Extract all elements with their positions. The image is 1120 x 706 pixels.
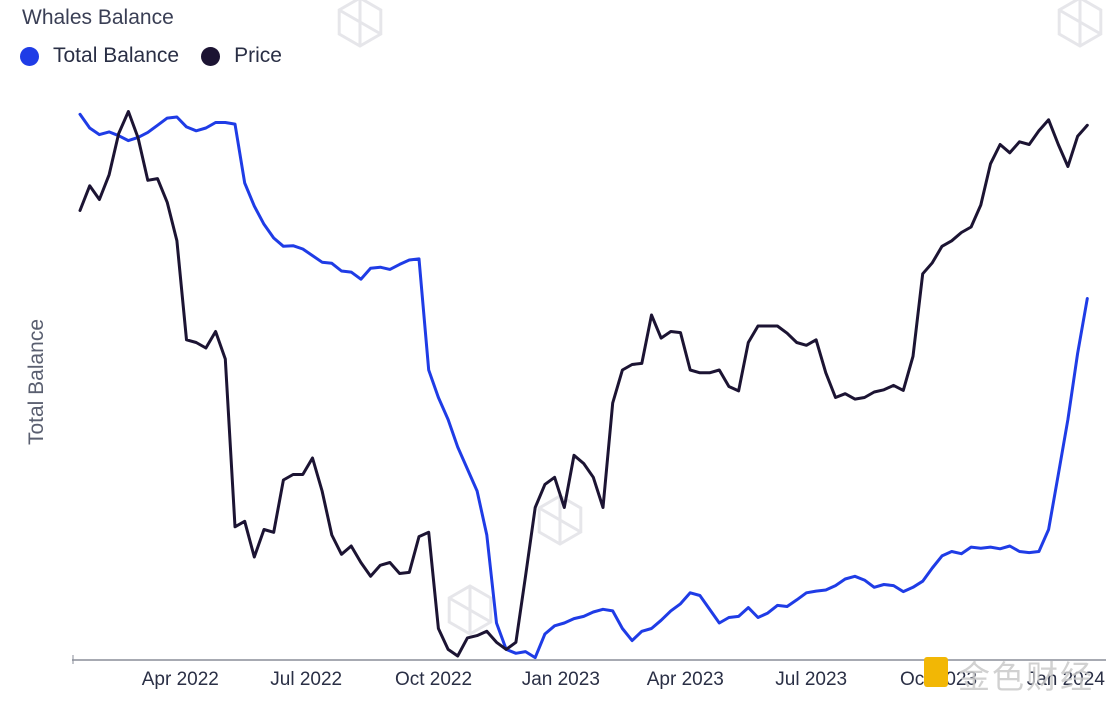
- legend: Total Balance Price: [20, 44, 282, 68]
- legend-dot-total-balance: [20, 46, 39, 66]
- x-tick-label: Jul 2022: [270, 669, 342, 690]
- chart-title: Whales Balance: [22, 6, 174, 29]
- x-axis-ticks: Apr 2022 Jul 2022 Oct 2022 Jan 2023 Apr 2023…: [72, 655, 1106, 690]
- watermark-logo-1: [1057, 0, 1103, 48]
- x-tick-label: Apr 2023: [647, 669, 724, 690]
- watermark-logo-3: [447, 584, 493, 636]
- x-tick-label: Apr 2022: [142, 669, 219, 690]
- legend-item-total-balance[interactable]: Total Balance: [20, 44, 179, 68]
- x-tick-label: Jul 2023: [775, 669, 847, 690]
- x-tick-label: Oct 2022: [395, 669, 472, 690]
- watermark-logo-2: [537, 494, 583, 546]
- series-line-price[interactable]: [78, 110, 1089, 658]
- legend-dot-price: [201, 46, 221, 66]
- watermark-logo-0: [337, 0, 383, 48]
- series-layer: [78, 110, 1089, 660]
- x-tick-label: Jan 2023: [522, 669, 600, 690]
- legend-item-price[interactable]: Price: [201, 44, 282, 68]
- watermark-layer: [337, 0, 1103, 636]
- series-line-total-balance[interactable]: [78, 112, 1089, 660]
- watermark-text: 金色财经: [958, 658, 1095, 696]
- legend-label-total-balance: Total Balance: [53, 44, 180, 67]
- legend-label-price: Price: [234, 44, 282, 67]
- x-tick-label: Jan 2024: [1027, 669, 1106, 690]
- watermark-logo-icon: [924, 657, 948, 687]
